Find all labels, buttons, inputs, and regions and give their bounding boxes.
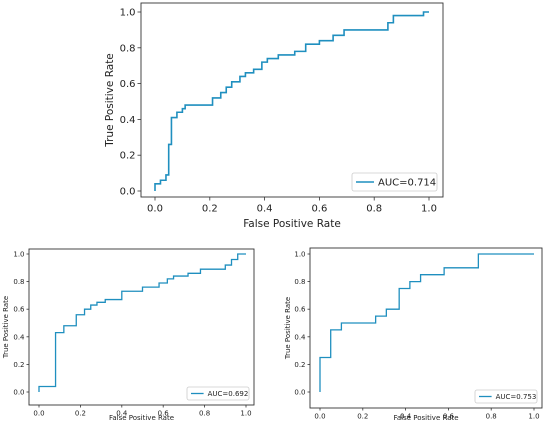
chart-3-series-line-0 [319, 253, 534, 392]
chart-1-x-axis-label: False Positive Rate [243, 218, 341, 230]
chart-3-x-tick-label-0: 0.0 [314, 413, 325, 421]
chart-3-x-tick-label-3: 0.6 [443, 413, 455, 421]
chart-3-legend-box [474, 389, 538, 404]
chart-1-y-tick-label-0: 0.0 [120, 187, 136, 198]
chart-2-x-tick-label-5: 1.0 [240, 410, 251, 418]
chart-1-y-tick-label-4: 0.8 [120, 43, 136, 54]
chart-2-y-tick-label-1: 0.2 [13, 361, 24, 369]
chart-bottom-right: 0.0 0.2 0.4 0.6 0.8 1.0 0.0 0.2 0.4 0.6 0.8 1.0 Fals… [284, 247, 543, 422]
chart-1-y-tick-label-1: 0.2 [120, 151, 136, 162]
chart-1-series-line-0 [154, 11, 429, 191]
chart-2-y-tick-label-5: 1.0 [13, 250, 24, 258]
chart-1-x-tick-label-4: 0.8 [366, 204, 382, 215]
chart-2-x-tick-label-2: 0.4 [116, 410, 128, 418]
chart-3-y-tick-label-0: 0.0 [294, 388, 305, 396]
chart-2-x-tick-label-4: 0.8 [199, 410, 210, 418]
chart-3-plot-frame [309, 247, 543, 409]
chart-3-y-tick-label-1: 0.2 [294, 361, 305, 369]
chart-2-x-tick-label-1: 0.2 [75, 410, 86, 418]
chart-2-legend: AUC=0.692 [186, 386, 250, 401]
chart-1-legend-box [351, 172, 438, 192]
chart-3-x-axis-label: False Positive Rate [393, 414, 458, 422]
chart-3-x-tick-label-4: 0.8 [486, 413, 497, 421]
chart-1-y-axis-label: True Positive Rate [104, 53, 116, 148]
chart-top: 0.0 0.2 0.4 0.6 0.8 1.0 0.0 0.2 0.4 0.6 0.8 1.0 Fals… [104, 2, 444, 230]
chart-3-x-tick-label-5: 1.0 [528, 413, 539, 421]
chart-2-y-tick-label-0: 0.0 [13, 388, 24, 396]
chart-2-y-tick-label-3: 0.6 [13, 306, 25, 314]
chart-1-plot-frame [140, 2, 444, 198]
chart-bottom-left: 0.0 0.2 0.4 0.6 0.8 1.0 0.0 0.2 0.4 0.6 0.8 1.0 Fals… [2, 248, 255, 422]
chart-3-legend: AUC=0.753 [474, 389, 538, 404]
chart-3-x-tick-label-2: 0.4 [400, 413, 412, 421]
chart-2-series-line-0 [38, 253, 246, 392]
chart-1-y-tick-label-5: 1.0 [120, 8, 136, 19]
chart-3-y-tick-label-2: 0.4 [294, 333, 306, 341]
chart-2-y-axis-label: True Positive Rate [2, 296, 10, 359]
chart-1-legend: AUC=0.714 [351, 172, 438, 192]
chart-2-legend-box [186, 386, 250, 401]
chart-1-x-tick-label-1: 0.2 [202, 204, 218, 215]
chart-2-plot-frame [28, 248, 255, 406]
chart-1-y-tick-label-3: 0.6 [120, 79, 136, 90]
chart-3-y-tick-label-4: 0.8 [294, 278, 305, 286]
chart-1-x-tick-label-2: 0.4 [257, 204, 273, 215]
chart-3-y-axis-label: True Positive Rate [284, 297, 292, 360]
chart-2-y-tick-label-2: 0.4 [13, 333, 25, 341]
chart-3-y-tick-label-5: 1.0 [294, 250, 305, 258]
chart-2-x-tick-label-0: 0.0 [33, 410, 44, 418]
chart-2-x-axis-label: False Positive Rate [109, 414, 174, 422]
chart-1-y-tick-label-2: 0.4 [120, 115, 136, 126]
chart-1-x-tick-label-5: 1.0 [421, 204, 437, 215]
chart-3-y-tick-label-3: 0.6 [294, 306, 306, 314]
chart-2-legend-label: AUC=0.692 [208, 390, 249, 398]
chart-1-x-tick-label-3: 0.6 [311, 204, 327, 215]
chart-2-x-tick-label-3: 0.6 [158, 410, 170, 418]
chart-1-x-tick-label-0: 0.0 [147, 204, 163, 215]
chart-2-y-tick-label-4: 0.8 [13, 278, 24, 286]
chart-3-legend-label: AUC=0.753 [496, 393, 537, 401]
chart-1-legend-label: AUC=0.714 [378, 178, 436, 189]
chart-3-x-tick-label-1: 0.2 [357, 413, 368, 421]
